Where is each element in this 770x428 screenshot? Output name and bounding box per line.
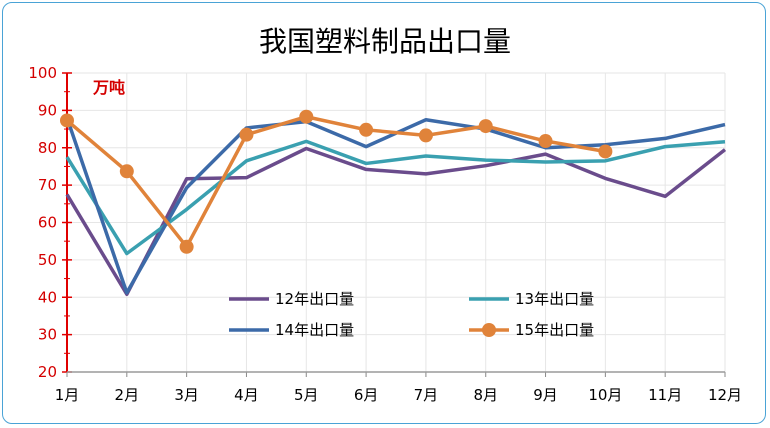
x-tick-label: 9月 xyxy=(533,386,558,404)
legend-item: 12年出口量 xyxy=(229,290,354,308)
y-tick-label: 80 xyxy=(38,139,57,157)
legend-label: 14年出口量 xyxy=(275,321,354,339)
y-tick-label: 30 xyxy=(38,326,57,344)
legend-item: 14年出口量 xyxy=(229,321,354,339)
legend-item: 13年出口量 xyxy=(469,290,594,308)
y-tick-labels: 20 30 40 50 60 70 80 90 100 xyxy=(28,64,57,381)
y-tick-label: 70 xyxy=(38,176,57,194)
series-line xyxy=(65,146,727,297)
series-line xyxy=(65,117,726,295)
y-tick-label: 50 xyxy=(38,251,57,269)
series-2 xyxy=(65,139,726,256)
x-tick-label: 5月 xyxy=(294,386,319,404)
data-point xyxy=(478,119,493,134)
data-point xyxy=(598,144,613,159)
x-tick-label: 3月 xyxy=(174,386,199,404)
legend-label: 13年出口量 xyxy=(515,290,594,308)
chart-frame: 我国塑料制品出口量 20 30 40 50 60 70 80 90 100 1月 2月 3月 4月 5月… xyxy=(2,2,766,424)
data-point xyxy=(239,127,254,142)
data-point xyxy=(538,134,553,149)
legend: 12年出口量 13年出口量 14年出口量 15年出口量 xyxy=(229,290,594,339)
y-tick-label: 20 xyxy=(38,363,57,381)
series-line xyxy=(65,114,606,249)
x-tick-label: 8月 xyxy=(473,386,498,404)
data-point xyxy=(119,164,134,179)
unit-label: 万吨 xyxy=(92,78,125,97)
y-tick-label: 100 xyxy=(28,64,57,82)
x-tick-labels: 1月 2月 3月 4月 5月 6月 7月 8月 9月 10月 11月 12月 xyxy=(55,386,742,404)
data-point xyxy=(179,239,194,254)
data-point xyxy=(299,109,314,124)
x-tick-label: 4月 xyxy=(234,386,259,404)
chart-canvas: 我国塑料制品出口量 20 30 40 50 60 70 80 90 100 1月 2月 3月 4月 5月… xyxy=(28,25,742,404)
x-tick-label: 10月 xyxy=(588,386,622,404)
data-point xyxy=(60,113,74,128)
series-4 xyxy=(60,109,613,254)
series-3 xyxy=(65,117,726,295)
data-point xyxy=(418,128,433,143)
series-1 xyxy=(65,146,727,297)
x-tick-label: 1月 xyxy=(55,386,80,404)
legend-item: 15年出口量 xyxy=(469,321,594,339)
series-line xyxy=(65,139,726,256)
x-tick-label: 6月 xyxy=(354,386,379,404)
y-tick-label: 40 xyxy=(38,288,57,306)
x-tick-label: 12月 xyxy=(708,386,742,404)
axes xyxy=(62,72,726,377)
legend-marker xyxy=(482,323,496,337)
x-tick-label: 11月 xyxy=(648,386,682,404)
gridlines xyxy=(66,72,726,373)
legend-label: 15年出口量 xyxy=(515,321,594,339)
y-tick-label: 60 xyxy=(38,214,57,232)
chart-title: 我国塑料制品出口量 xyxy=(259,25,511,58)
series-lines xyxy=(60,109,727,297)
data-point xyxy=(359,122,374,137)
x-tick-label: 2月 xyxy=(115,386,140,404)
legend-label: 12年出口量 xyxy=(275,290,354,308)
y-tick-label: 90 xyxy=(38,101,57,119)
x-tick-label: 7月 xyxy=(414,386,439,404)
